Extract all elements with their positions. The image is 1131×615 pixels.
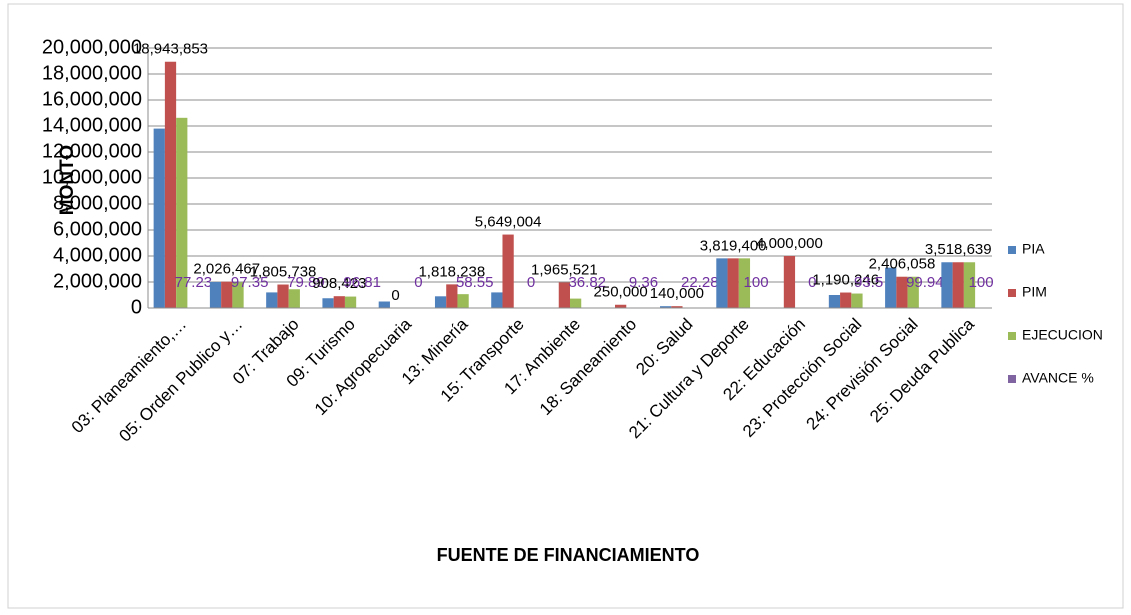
legend-label: EJECUCION [1022,327,1103,343]
bar [232,282,244,308]
legend-swatch [1008,246,1016,254]
data-label: 2,026,467 [193,261,260,278]
bar [851,293,863,308]
bar [333,296,345,308]
data-label: 0 [414,274,422,291]
x-axis-title: FUENTE DE FINANCIAMIENTO [437,545,700,565]
bar [570,298,582,308]
data-label: 3,518,639 [925,241,992,258]
data-label: 1,965,521 [531,261,598,278]
y-tick-label: 2,000,000 [53,270,142,292]
data-label: 0 [808,274,816,291]
data-label: 36.82 [568,274,606,291]
data-label: 1,805,738 [250,263,317,280]
data-label: 140,000 [650,285,704,302]
data-label: 9.36 [629,274,658,291]
legend-swatch [1008,332,1016,340]
data-label: 5,649,004 [475,214,542,231]
bar [907,276,919,308]
bar [209,282,222,308]
bar [716,258,728,308]
bar [176,117,188,308]
bar [963,262,976,308]
y-tick-label: 4,000,000 [53,244,142,266]
bar [164,61,177,308]
legend-label: PIA [1022,241,1045,257]
y-tick-label: 0 [131,296,142,318]
data-label: 93.5 [854,274,883,291]
data-label: 77.23 [175,274,213,291]
y-tick-label: 10,000,000 [42,166,142,188]
data-label: 0 [391,287,399,304]
bar [266,292,278,308]
legend-label: PIM [1022,284,1047,300]
bar [491,292,503,308]
bar [344,296,357,308]
bar [941,262,953,308]
bar [671,306,683,308]
bar [783,256,796,308]
bar [153,128,165,308]
data-label: 908,423 [312,275,366,292]
data-label: 3,819,400 [700,237,767,254]
data-label: 18,943,853 [133,41,208,58]
bar [828,295,841,308]
y-tick-label: 6,000,000 [53,218,142,240]
data-label: 4,000,000 [756,235,823,252]
bar [322,298,334,308]
bar [288,289,300,308]
bar [952,262,964,308]
data-label: 79.89 [287,274,325,291]
data-label: 100 [744,274,769,291]
y-tick-label: 20,000,000 [42,36,142,58]
data-label: 22.28 [681,274,719,291]
data-label: 58.55 [456,274,494,291]
data-label: 99.94 [906,274,944,291]
bar [660,306,672,308]
data-label: 2,406,058 [869,256,936,273]
y-tick-label: 18,000,000 [42,62,142,84]
y-tick-label: 14,000,000 [42,114,142,136]
legend-swatch [1008,375,1016,383]
bar [457,294,469,308]
bar [738,258,751,308]
bar [615,304,627,308]
legend-swatch [1008,289,1016,297]
bar [896,276,908,308]
bar [434,296,447,308]
data-label: 0 [527,274,535,291]
data-label: 100 [969,274,994,291]
y-axis-title: MONTO [57,145,78,215]
bar [277,284,289,308]
bar [378,301,390,308]
y-tick-label: 8,000,000 [53,192,142,214]
bar [502,234,514,308]
bar [558,282,570,308]
data-label: 1,190,246 [812,271,879,288]
y-tick-label: 12,000,000 [42,140,142,162]
bar [727,258,739,308]
legend-label: AVANCE % [1022,370,1094,386]
data-label: 250,000 [594,284,648,301]
bar [840,292,852,308]
y-tick-label: 16,000,000 [42,88,142,110]
bar [885,267,897,308]
data-label: 96.81 [343,274,381,291]
bar [221,281,233,308]
data-label: 97.35 [231,274,269,291]
bar [446,284,458,308]
data-label: 1,818,238 [418,263,485,280]
